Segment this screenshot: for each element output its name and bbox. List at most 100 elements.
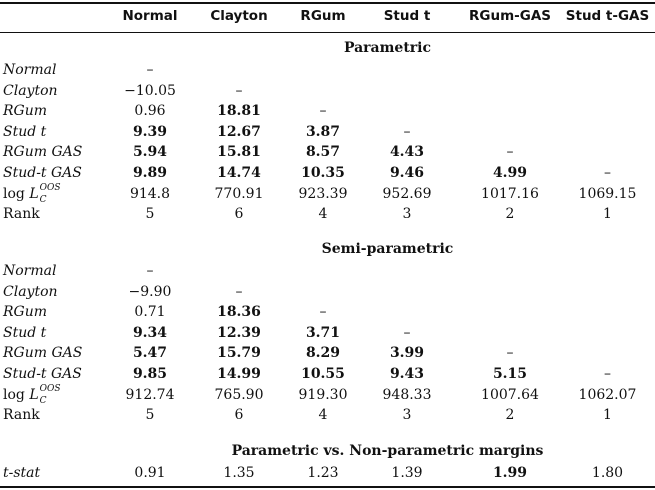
cell-rgum-gas: 4.99	[492, 164, 528, 181]
superscript: OOS	[39, 384, 61, 394]
cell-stud-t: 3	[402, 205, 412, 222]
cell-normal: 9.85	[132, 365, 168, 382]
cell-stud-t: –	[403, 324, 411, 341]
table-row-clayton: Clayton −10.05 –	[0, 81, 655, 102]
cell-rgum-gas: 2	[505, 406, 515, 423]
row-label: Clayton	[3, 283, 58, 300]
cell-rgum-gas: 1.99	[492, 465, 528, 481]
table-row-rgum: RGum 0.96 18.81 –	[0, 101, 655, 122]
row-label: Normal	[3, 62, 57, 78]
cell-stud-t-gas: 1	[603, 205, 612, 222]
row-label: Clayton	[3, 82, 58, 99]
cell-stud-t: 9.43	[389, 365, 425, 382]
cell-rgum-gas: –	[506, 144, 514, 160]
cell-stud-t-gas: –	[604, 365, 611, 382]
cell-rgum: 4	[318, 205, 328, 222]
section-title: Parametric vs. Non-parametric margins	[231, 443, 544, 459]
cell-clayton: 15.81	[217, 144, 261, 160]
table-row-log-likelihood: log L OOS C 912.74 765.90 919.30 948.33 1007.64…	[0, 384, 655, 406]
cell-rgum: 923.39	[298, 186, 348, 202]
table-row-rank: Rank 5 6 4 3 2 1	[0, 204, 655, 225]
cell-normal: 9.39	[132, 123, 168, 140]
cell-rgum: 8.29	[305, 345, 341, 361]
subscript: C	[39, 195, 47, 205]
col-header-clayton: Clayton	[210, 8, 268, 24]
cell-rgum: 919.30	[298, 387, 348, 403]
cell-normal: −9.90	[128, 283, 172, 300]
table-row-stud-t: Stud t 9.34 12.39 3.71 –	[0, 323, 655, 344]
table-row-normal: Normal –	[0, 261, 655, 282]
table-row-t-stat: t-stat 0.91 1.35 1.23 1.39 1.99 1.80	[0, 463, 655, 484]
row-label: Stud t	[3, 123, 47, 140]
table-row-stud-t-gas: Stud-t GAS 9.85 14.99 10.55 9.43 5.15 –	[0, 364, 655, 385]
row-label: RGum	[3, 103, 48, 119]
header-row: Normal Clayton RGum Stud t RGum-GAS Stud…	[0, 6, 655, 27]
section-title: Parametric	[343, 40, 432, 56]
table-row-log-likelihood: log L OOS C 914.8 770.91 923.39 952.69 1017.16 1…	[0, 183, 655, 205]
cell-clayton: 1.35	[223, 465, 255, 481]
cell-stud-t: 948.33	[382, 387, 432, 403]
cell-clayton: 18.81	[217, 103, 261, 119]
table-row-stud-t: Stud t 9.39 12.67 3.87 –	[0, 122, 655, 143]
cell-normal: –	[146, 263, 154, 279]
cell-rgum: 4	[318, 406, 328, 423]
likelihood-symbol: L	[29, 387, 39, 403]
cell-clayton: –	[235, 283, 243, 300]
row-label: RGum	[3, 304, 48, 320]
cell-stud-t-gas: –	[604, 164, 611, 181]
top-rule	[0, 2, 655, 4]
cell-rgum: 8.57	[305, 144, 341, 160]
cell-normal: –	[146, 62, 154, 78]
cell-stud-t: 1.39	[391, 465, 423, 481]
header-rule	[0, 32, 655, 33]
cell-rgum: 3.71	[305, 324, 341, 341]
cell-clayton: 765.90	[214, 387, 264, 403]
table-row-rgum-gas: RGum GAS 5.94 15.81 8.57 4.43 –	[0, 142, 655, 163]
row-label: t-stat	[3, 465, 41, 481]
subscript: C	[39, 396, 47, 406]
col-header-stud-t-gas: Stud t-GAS	[565, 8, 650, 24]
cell-rgum-gas: 1017.16	[481, 186, 539, 202]
log-likelihood-label: log L OOS C	[3, 183, 67, 205]
table-row-normal: Normal –	[0, 60, 655, 81]
cell-rgum: –	[319, 304, 327, 320]
row-label: Normal	[3, 263, 57, 279]
cell-clayton: 770.91	[214, 186, 264, 202]
cell-stud-t-gas: 1.80	[591, 465, 624, 481]
cell-normal: 0.91	[134, 465, 166, 481]
row-label: Stud-t GAS	[3, 164, 82, 181]
cell-normal: 0.71	[134, 304, 166, 320]
cell-rgum: –	[319, 103, 327, 119]
cell-clayton: –	[235, 82, 243, 99]
row-label: RGum GAS	[3, 345, 83, 361]
cell-clayton: 15.79	[217, 345, 261, 361]
cell-rgum-gas: 1007.64	[481, 387, 539, 403]
cell-stud-t: 3	[402, 406, 412, 423]
col-header-normal: Normal	[122, 8, 178, 24]
cell-stud-t: 952.69	[382, 186, 432, 202]
cell-stud-t-gas: 1	[603, 406, 612, 423]
cell-clayton: 14.74	[217, 164, 261, 181]
cell-normal: −10.05	[124, 82, 176, 99]
bottom-rule	[0, 486, 655, 488]
log-likelihood-label: log L OOS C	[3, 384, 67, 406]
cell-clayton: 12.39	[217, 324, 261, 341]
cell-stud-t-gas: 1069.15	[578, 186, 637, 202]
cell-clayton: 6	[234, 406, 244, 423]
table-row-rgum-gas: RGum GAS 5.47 15.79 8.29 3.99 –	[0, 343, 655, 364]
cell-clayton: 6	[234, 205, 244, 222]
cell-clayton: 14.99	[217, 365, 261, 382]
col-header-rgum-gas: RGum-GAS	[468, 8, 551, 24]
log-word: log	[3, 387, 25, 403]
cell-normal: 5	[145, 205, 155, 222]
cell-stud-t: 4.43	[389, 144, 425, 160]
cell-normal: 5.94	[132, 144, 168, 160]
cell-stud-t: –	[403, 123, 411, 140]
cell-stud-t-gas: 1062.07	[578, 387, 637, 403]
cell-rgum: 10.35	[301, 164, 345, 181]
cell-stud-t: 9.46	[389, 164, 425, 181]
cell-rgum: 3.87	[305, 123, 341, 140]
col-header-rgum: RGum	[300, 8, 346, 24]
cell-normal: 912.74	[125, 387, 175, 403]
section-title: Semi-parametric	[321, 241, 454, 257]
